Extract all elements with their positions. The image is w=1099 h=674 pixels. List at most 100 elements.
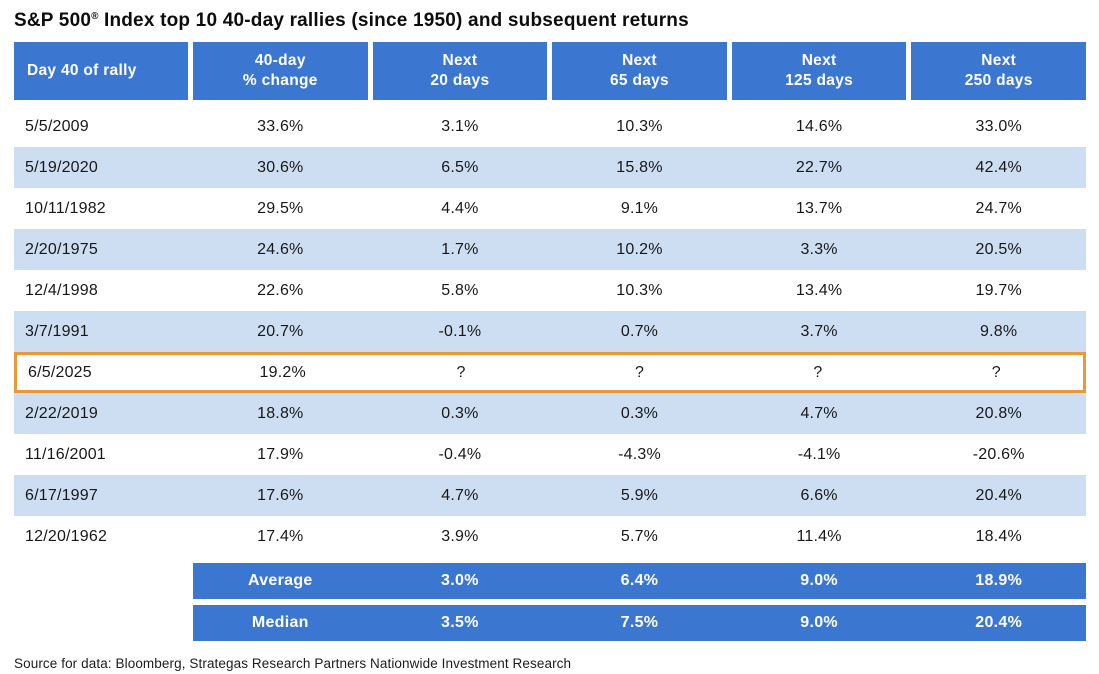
average-bar: Average 3.0% 6.4% 9.0% 18.9% xyxy=(193,563,1086,599)
cell-rally-date: 2/22/2019 xyxy=(25,404,98,422)
cell-next-20-days: 4.7% xyxy=(441,486,479,504)
cell-next-20-days: 4.4% xyxy=(441,199,479,217)
cell-rally-date: 10/11/1982 xyxy=(25,199,106,217)
median-next-125: 9.0% xyxy=(800,614,838,631)
cell-next-250-days: 24.7% xyxy=(975,199,1022,217)
cell-40day-change: 17.9% xyxy=(257,445,304,463)
cell-rally-date: 5/19/2020 xyxy=(25,158,98,176)
cell-next-65-days: -4.3% xyxy=(618,445,661,463)
header-label: 40-day xyxy=(254,52,306,69)
cell-next-20-days: 5.8% xyxy=(441,281,479,299)
header-label: % change xyxy=(242,72,318,89)
cell-rally-date: 12/20/1962 xyxy=(25,527,108,545)
header-label: Day 40 of rally xyxy=(27,62,137,79)
cell-40day-change: 29.5% xyxy=(257,199,304,217)
source-note: Source for data: Bloomberg, Strategas Re… xyxy=(14,656,572,671)
average-next-65: 6.4% xyxy=(620,572,659,589)
average-next-20: 3.0% xyxy=(441,572,479,589)
cell-rally-date: 3/7/1991 xyxy=(25,322,89,340)
cell-next-20-days: 0.3% xyxy=(441,404,479,422)
registered-trademark-symbol: ® xyxy=(91,11,99,22)
median-next-250: 20.4% xyxy=(975,614,1023,631)
cell-next-250-days: 20.5% xyxy=(975,240,1022,258)
header-label: Next xyxy=(801,52,837,69)
cell-rally-date: 6/5/2025 xyxy=(28,363,92,381)
table-body: 5/5/2009 33.6% 3.1% 10.3% 14.6% 33.0% 5/… xyxy=(14,106,1086,557)
cell-next-250-days: 42.4% xyxy=(975,158,1022,176)
cell-next-125-days: 13.4% xyxy=(795,281,843,299)
title-text: S&P 500 xyxy=(14,10,92,31)
cell-next-125-days: 3.3% xyxy=(800,240,838,258)
cell-rally-date: 2/20/1975 xyxy=(25,240,98,258)
table-row-highlighted: 6/5/2025 19.2% ? ? ? ? xyxy=(14,352,1086,393)
cell-40day-change: 17.6% xyxy=(257,486,304,504)
cell-next-65-days: 10.2% xyxy=(616,240,663,258)
cell-next-125-days: 13.7% xyxy=(795,199,843,217)
cell-40day-change: 19.2% xyxy=(259,363,306,381)
median-next-20: 3.5% xyxy=(441,614,479,631)
table-row: 12/20/1962 17.4% 3.9% 5.7% 11.4% 18.4% xyxy=(14,516,1086,557)
table-row: 12/4/1998 22.6% 5.8% 10.3% 13.4% 19.7% xyxy=(14,270,1086,311)
cell-next-125-days: -4.1% xyxy=(797,445,841,463)
cell-40day-change: 17.4% xyxy=(257,527,304,545)
header-label: Next xyxy=(622,52,657,69)
cell-next-65-days: 10.3% xyxy=(616,117,663,135)
cell-next-250-days: 9.8% xyxy=(980,322,1018,340)
cell-next-125-days: ? xyxy=(813,363,823,381)
table-row: 10/11/1982 29.5% 4.4% 9.1% 13.7% 24.7% xyxy=(14,188,1086,229)
cell-rally-date: 11/16/2001 xyxy=(25,445,106,463)
cell-next-65-days: 0.7% xyxy=(620,322,659,340)
cell-next-250-days: 18.4% xyxy=(975,527,1022,545)
cell-next-20-days: -0.4% xyxy=(438,445,482,463)
cell-40day-change: 22.6% xyxy=(257,281,304,299)
cell-next-125-days: 22.7% xyxy=(795,158,843,176)
cell-next-250-days: 20.8% xyxy=(975,404,1022,422)
table-row: 11/16/2001 17.9% -0.4% -4.3% -4.1% -20.6… xyxy=(14,434,1086,475)
cell-40day-change: 20.7% xyxy=(257,322,304,340)
cell-40day-change: 30.6% xyxy=(257,158,304,176)
cell-next-20-days: 1.7% xyxy=(441,240,479,258)
average-next-250: 18.9% xyxy=(975,572,1023,589)
cell-next-250-days: 19.7% xyxy=(975,281,1022,299)
page-title: S&P 500® Index top 10 40-day rallies (si… xyxy=(14,6,1086,32)
cell-next-65-days: 5.7% xyxy=(620,527,659,545)
summary-row-median: Median 3.5% 7.5% 9.0% 20.4% xyxy=(14,605,1086,641)
average-next-125: 9.0% xyxy=(800,572,838,589)
table-row: 3/7/1991 20.7% -0.1% 0.7% 3.7% 9.8% xyxy=(14,311,1086,352)
header-label: 65 days xyxy=(610,72,669,89)
cell-next-65-days: 10.3% xyxy=(616,281,663,299)
cell-next-65-days: 9.1% xyxy=(620,199,659,217)
table-row: 5/19/2020 30.6% 6.5% 15.8% 22.7% 42.4% xyxy=(14,147,1086,188)
header-label: 20 days xyxy=(430,72,490,89)
cell-next-20-days: -0.1% xyxy=(438,322,482,340)
summary-row-average: Average 3.0% 6.4% 9.0% 18.9% xyxy=(14,563,1086,599)
summary-spacer xyxy=(14,563,188,599)
cell-rally-date: 5/5/2009 xyxy=(25,117,89,135)
summary-label: Median xyxy=(251,614,309,631)
title-text-continued: Index top 10 40-day rallies (since 1950)… xyxy=(98,10,689,31)
header-cell-day40: Day 40 of rally xyxy=(14,42,188,100)
cell-next-65-days: ? xyxy=(634,363,645,381)
header-label: Next xyxy=(442,52,478,69)
cell-next-20-days: 6.5% xyxy=(441,158,479,176)
cell-rally-date: 12/4/1998 xyxy=(25,281,98,299)
cell-40day-change: 33.6% xyxy=(257,117,304,135)
cell-next-125-days: 6.6% xyxy=(800,486,838,504)
cell-next-250-days: 20.4% xyxy=(975,486,1022,504)
cell-next-65-days: 5.9% xyxy=(620,486,659,504)
header-label: 250 days xyxy=(964,72,1033,89)
cell-next-250-days: ? xyxy=(991,363,1001,381)
median-bar: Median 3.5% 7.5% 9.0% 20.4% xyxy=(193,605,1086,641)
table-row: 6/17/1997 17.6% 4.7% 5.9% 6.6% 20.4% xyxy=(14,475,1086,516)
cell-rally-date: 6/17/1997 xyxy=(25,486,98,504)
cell-next-20-days: 3.9% xyxy=(441,527,479,545)
header-cell-next-125: Next 125 days xyxy=(731,42,907,100)
cell-40day-change: 24.6% xyxy=(257,240,304,258)
header-cell-next-250: Next 250 days xyxy=(911,42,1086,100)
cell-next-20-days: 3.1% xyxy=(441,117,479,135)
table-row: 5/5/2009 33.6% 3.1% 10.3% 14.6% 33.0% xyxy=(14,106,1086,147)
cell-next-65-days: 0.3% xyxy=(620,404,659,422)
table-row: 2/20/1975 24.6% 1.7% 10.2% 3.3% 20.5% xyxy=(14,229,1086,270)
header-label: Next xyxy=(981,52,1017,69)
